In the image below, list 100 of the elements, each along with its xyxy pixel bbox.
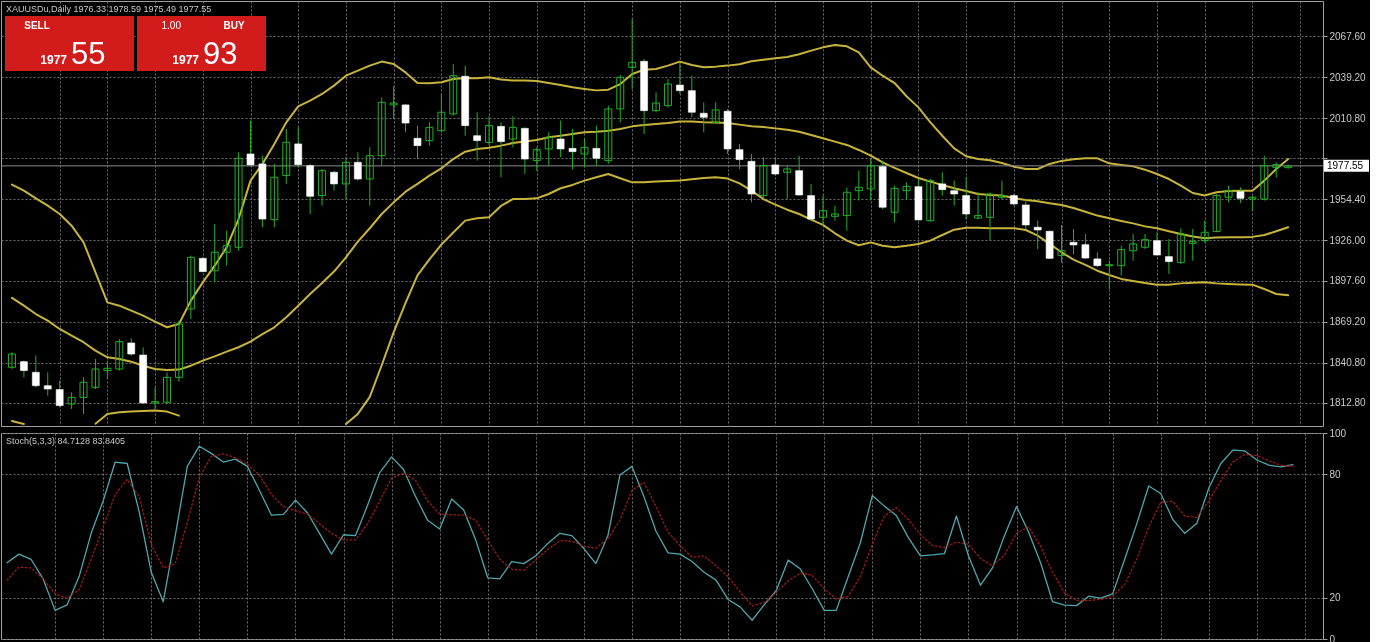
candlestick — [32, 355, 40, 388]
chart-title: XAUUSDu,Daily 1976.33 1978.59 1975.49 1977.55 — [6, 4, 212, 14]
y-tick-label: 80 — [1329, 468, 1342, 480]
candlestick — [604, 105, 613, 165]
candlestick — [842, 186, 851, 232]
candlestick — [1081, 233, 1090, 260]
candlestick — [473, 111, 481, 162]
candlestick — [699, 101, 708, 133]
candlestick — [568, 128, 577, 171]
candlestick — [1105, 260, 1114, 290]
annotation: 55 — [71, 36, 106, 71]
candlestick — [890, 185, 899, 223]
candlestick — [508, 115, 517, 148]
candlestick — [222, 230, 231, 267]
candlestick — [485, 115, 494, 147]
candlestick — [663, 78, 672, 108]
candlestick — [1260, 155, 1269, 202]
candlestick — [771, 156, 780, 177]
candlestick — [974, 191, 983, 220]
candlestick — [341, 156, 350, 200]
candlestick — [807, 183, 815, 222]
y-tick-label: 2039.20 — [1329, 71, 1367, 83]
candlestick — [55, 380, 64, 408]
y-tick-label: 1926.00 — [1329, 234, 1367, 246]
candlestick — [544, 131, 553, 167]
candlestick — [1129, 233, 1138, 262]
chart-title: Stoch(5,3,3) 84.7128 83.8405 — [6, 436, 126, 446]
annotation: SELL — [24, 20, 50, 31]
y-tick-label: 0 — [1329, 633, 1336, 642]
candlestick — [497, 121, 505, 178]
candlestick — [1212, 193, 1221, 233]
candlestick — [1021, 198, 1030, 230]
candlestick — [783, 165, 792, 200]
candlestick — [580, 138, 589, 168]
candlestick — [377, 96, 386, 167]
candlestick — [986, 191, 994, 242]
candlestick — [926, 178, 935, 223]
candlestick — [210, 223, 219, 283]
candlestick — [43, 371, 52, 397]
candlestick — [282, 128, 291, 185]
candlestick — [950, 180, 959, 207]
candlestick — [354, 151, 362, 182]
y-tick-label: 1869.20 — [1329, 316, 1367, 328]
y-tick-label: 1840.80 — [1329, 357, 1367, 369]
candlestick — [556, 120, 565, 158]
candlestick — [318, 168, 327, 207]
annotation: BUY — [223, 20, 245, 31]
candlestick — [1117, 245, 1126, 277]
candlestick — [759, 156, 768, 200]
candlestick — [115, 338, 124, 372]
ref-line-label: 1977.55 — [1327, 159, 1364, 171]
candlestick — [628, 18, 637, 90]
candlestick — [294, 126, 303, 168]
candlestick — [401, 103, 410, 133]
y-tick-label: 1954.40 — [1329, 193, 1367, 205]
candlestick — [1033, 220, 1042, 250]
candlestick — [246, 120, 255, 167]
candlestick — [270, 163, 279, 228]
candlestick — [938, 171, 947, 197]
candlestick — [234, 151, 243, 252]
y-tick-label: 1897.60 — [1329, 275, 1367, 287]
candlestick — [676, 61, 684, 95]
candlestick — [186, 255, 195, 320]
candlestick — [365, 146, 374, 207]
candlestick — [174, 320, 183, 383]
candlestick — [330, 170, 338, 192]
annotation: 1977 — [40, 53, 68, 67]
candlestick — [592, 125, 601, 167]
y-tick-label: 2010.80 — [1329, 112, 1367, 124]
annotation: 1977 — [172, 53, 200, 67]
annotation: 93 — [203, 36, 238, 71]
annotation: 1.00 — [161, 20, 182, 31]
candlestick — [151, 386, 160, 410]
candlestick — [425, 121, 434, 147]
candlestick — [997, 180, 1006, 200]
candlestick — [866, 158, 875, 202]
candlestick — [1069, 228, 1078, 255]
candlestick — [735, 143, 744, 170]
candlestick — [1200, 220, 1209, 243]
candlestick — [652, 91, 661, 113]
candlestick — [854, 170, 863, 202]
y-tick-label: 100 — [1329, 427, 1347, 439]
candlestick — [1141, 233, 1150, 250]
line-series — [10, 44, 1290, 329]
candlestick — [91, 358, 100, 390]
candlestick — [1176, 227, 1185, 265]
candlestick — [532, 146, 541, 172]
candlestick — [79, 376, 88, 415]
candlestick — [413, 125, 422, 160]
y-tick-label: 1812.80 — [1329, 397, 1367, 409]
candlestick — [819, 195, 828, 227]
candlestick — [688, 75, 696, 118]
candlestick — [1165, 238, 1173, 275]
candlestick — [437, 92, 446, 133]
candlestick — [1057, 224, 1066, 263]
candlestick — [389, 85, 398, 120]
candlestick — [163, 371, 172, 405]
candlestick — [449, 63, 458, 117]
candlestick — [711, 101, 720, 125]
y-tick-label: 2067.60 — [1329, 30, 1367, 42]
